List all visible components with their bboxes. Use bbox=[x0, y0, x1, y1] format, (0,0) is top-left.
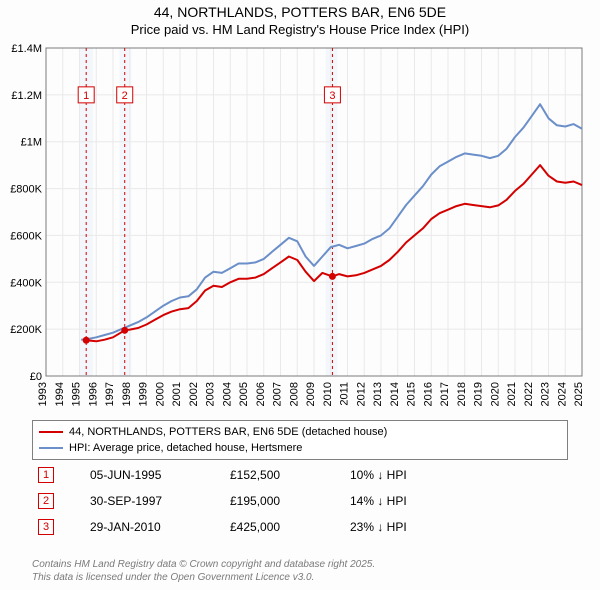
svg-text:2016: 2016 bbox=[422, 382, 434, 406]
svg-text:3: 3 bbox=[329, 90, 335, 102]
svg-text:2010: 2010 bbox=[322, 382, 334, 406]
legend-swatch bbox=[39, 431, 63, 433]
sale-row: 3 29-JAN-2010 £425,000 23% ↓ HPI bbox=[32, 514, 568, 540]
svg-text:2015: 2015 bbox=[406, 382, 418, 406]
chart-container: £0 £200K £400K £600K £800K £1M £1.2M £1.4M 1993 1… bbox=[0, 42, 600, 414]
svg-text:2013: 2013 bbox=[372, 382, 384, 406]
svg-text:£400K: £400K bbox=[10, 277, 42, 289]
svg-text:2017: 2017 bbox=[439, 382, 451, 406]
legend-row: HPI: Average price, detached house, Hert… bbox=[39, 440, 561, 456]
svg-text:2025: 2025 bbox=[573, 382, 585, 406]
footer-line: Contains HM Land Registry data © Crown c… bbox=[32, 559, 568, 572]
svg-text:2022: 2022 bbox=[523, 382, 535, 406]
svg-text:2021: 2021 bbox=[506, 382, 518, 406]
svg-text:2014: 2014 bbox=[389, 382, 401, 406]
attribution-footer: Contains HM Land Registry data © Crown c… bbox=[32, 559, 568, 584]
svg-text:1993: 1993 bbox=[37, 382, 49, 406]
sale-row: 2 30-SEP-1997 £195,000 14% ↓ HPI bbox=[32, 488, 568, 514]
svg-text:£1M: £1M bbox=[21, 137, 42, 149]
svg-text:1995: 1995 bbox=[71, 382, 83, 406]
svg-text:2024: 2024 bbox=[556, 382, 568, 406]
svg-text:1997: 1997 bbox=[104, 382, 116, 406]
sale-table: 1 05-JUN-1995 £152,500 10% ↓ HPI 2 30-SE… bbox=[32, 462, 568, 540]
svg-text:2006: 2006 bbox=[255, 382, 267, 406]
sale-row: 1 05-JUN-1995 £152,500 10% ↓ HPI bbox=[32, 462, 568, 488]
legend-row: 44, NORTHLANDS, POTTERS BAR, EN6 5DE (de… bbox=[39, 424, 561, 440]
svg-text:1: 1 bbox=[83, 90, 89, 102]
sale-date: 29-JAN-2010 bbox=[90, 520, 230, 534]
svg-text:2002: 2002 bbox=[188, 382, 200, 406]
svg-text:£1.2M: £1.2M bbox=[11, 90, 42, 102]
sale-marker-box: 2 bbox=[38, 493, 54, 509]
svg-text:£800K: £800K bbox=[10, 184, 42, 196]
sale-marker-box: 1 bbox=[38, 467, 54, 483]
svg-text:2018: 2018 bbox=[456, 382, 468, 406]
svg-text:2004: 2004 bbox=[221, 382, 233, 406]
legend-label: HPI: Average price, detached house, Hert… bbox=[69, 442, 302, 454]
svg-text:1999: 1999 bbox=[138, 382, 150, 406]
svg-text:£1.4M: £1.4M bbox=[11, 43, 42, 55]
svg-text:2001: 2001 bbox=[171, 382, 183, 406]
legend-swatch bbox=[39, 447, 63, 449]
sale-date: 05-JUN-1995 bbox=[90, 468, 230, 482]
svg-text:2005: 2005 bbox=[238, 382, 250, 406]
svg-text:2020: 2020 bbox=[489, 382, 501, 406]
legend: 44, NORTHLANDS, POTTERS BAR, EN6 5DE (de… bbox=[32, 420, 568, 460]
svg-text:£200K: £200K bbox=[10, 324, 42, 336]
svg-text:1998: 1998 bbox=[121, 382, 133, 406]
legend-label: 44, NORTHLANDS, POTTERS BAR, EN6 5DE (de… bbox=[69, 426, 387, 438]
svg-text:2012: 2012 bbox=[355, 382, 367, 406]
svg-text:2009: 2009 bbox=[305, 382, 317, 406]
sale-price: £152,500 bbox=[230, 468, 350, 482]
title-sub: Price paid vs. HM Land Registry's House … bbox=[0, 22, 600, 37]
svg-text:2: 2 bbox=[122, 90, 128, 102]
svg-text:2023: 2023 bbox=[540, 382, 552, 406]
chart-title-block: 44, NORTHLANDS, POTTERS BAR, EN6 5DE Pri… bbox=[0, 0, 600, 37]
svg-text:2019: 2019 bbox=[473, 382, 485, 406]
svg-text:2003: 2003 bbox=[205, 382, 217, 406]
sale-marker-box: 3 bbox=[38, 519, 54, 535]
svg-text:2007: 2007 bbox=[272, 382, 284, 406]
svg-text:£600K: £600K bbox=[10, 230, 42, 242]
svg-text:2000: 2000 bbox=[154, 382, 166, 406]
title-main: 44, NORTHLANDS, POTTERS BAR, EN6 5DE bbox=[0, 4, 600, 20]
sale-hpi: 10% ↓ HPI bbox=[350, 468, 490, 482]
svg-text:2011: 2011 bbox=[339, 382, 351, 406]
footer-line: This data is licensed under the Open Gov… bbox=[32, 572, 568, 585]
svg-text:1994: 1994 bbox=[54, 382, 66, 406]
sale-hpi: 23% ↓ HPI bbox=[350, 520, 490, 534]
sale-date: 30-SEP-1997 bbox=[90, 494, 230, 508]
sale-price: £195,000 bbox=[230, 494, 350, 508]
svg-text:2008: 2008 bbox=[288, 382, 300, 406]
sale-hpi: 14% ↓ HPI bbox=[350, 494, 490, 508]
chart-svg: £0 £200K £400K £600K £800K £1M £1.2M £1.4M 1993 1… bbox=[0, 42, 600, 414]
svg-text:1996: 1996 bbox=[87, 382, 99, 406]
svg-text:£0: £0 bbox=[30, 371, 42, 383]
sale-price: £425,000 bbox=[230, 520, 350, 534]
